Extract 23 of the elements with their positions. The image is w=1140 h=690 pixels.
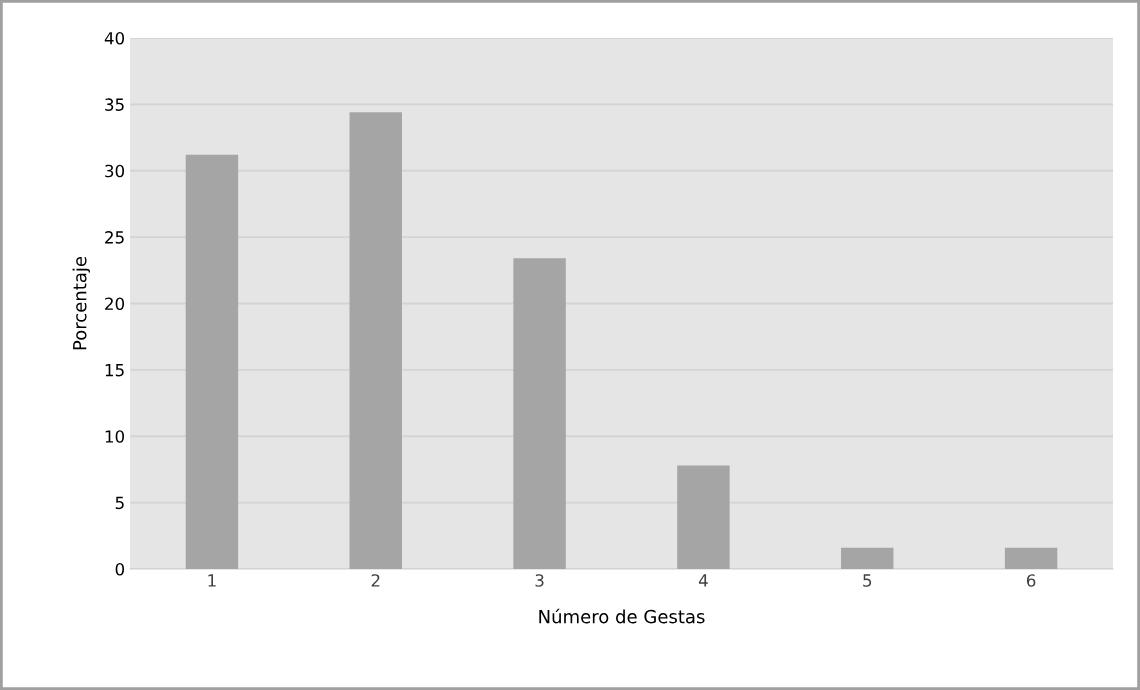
y-tick-label: 20 [105, 297, 125, 311]
y-tick-label: 40 [104, 31, 125, 45]
y-axis-title: Porcentaje [72, 256, 91, 350]
bar [677, 465, 730, 569]
bar [185, 154, 239, 569]
x-tick-label: 3 [535, 574, 544, 587]
x-tick-label: 5 [863, 574, 872, 587]
bar [841, 547, 894, 569]
y-tick-label: 35 [105, 98, 124, 111]
y-tick-label: 15 [105, 364, 124, 377]
y-tick-label: 30 [105, 164, 125, 178]
y-tick-label: 5 [115, 496, 124, 510]
bar [513, 258, 566, 569]
bar [1004, 547, 1058, 569]
y-tick-label: 25 [105, 231, 124, 244]
bar [349, 112, 402, 569]
x-tick-label: 4 [698, 574, 708, 587]
x-tick-label: 2 [371, 574, 380, 587]
x-tick-label: 1 [208, 574, 216, 587]
y-tick-label: 0 [115, 562, 125, 576]
x-axis-title: Número de Gestas [539, 608, 705, 624]
x-tick-label: 6 [1026, 574, 1036, 587]
y-tick-label: 10 [105, 430, 125, 443]
